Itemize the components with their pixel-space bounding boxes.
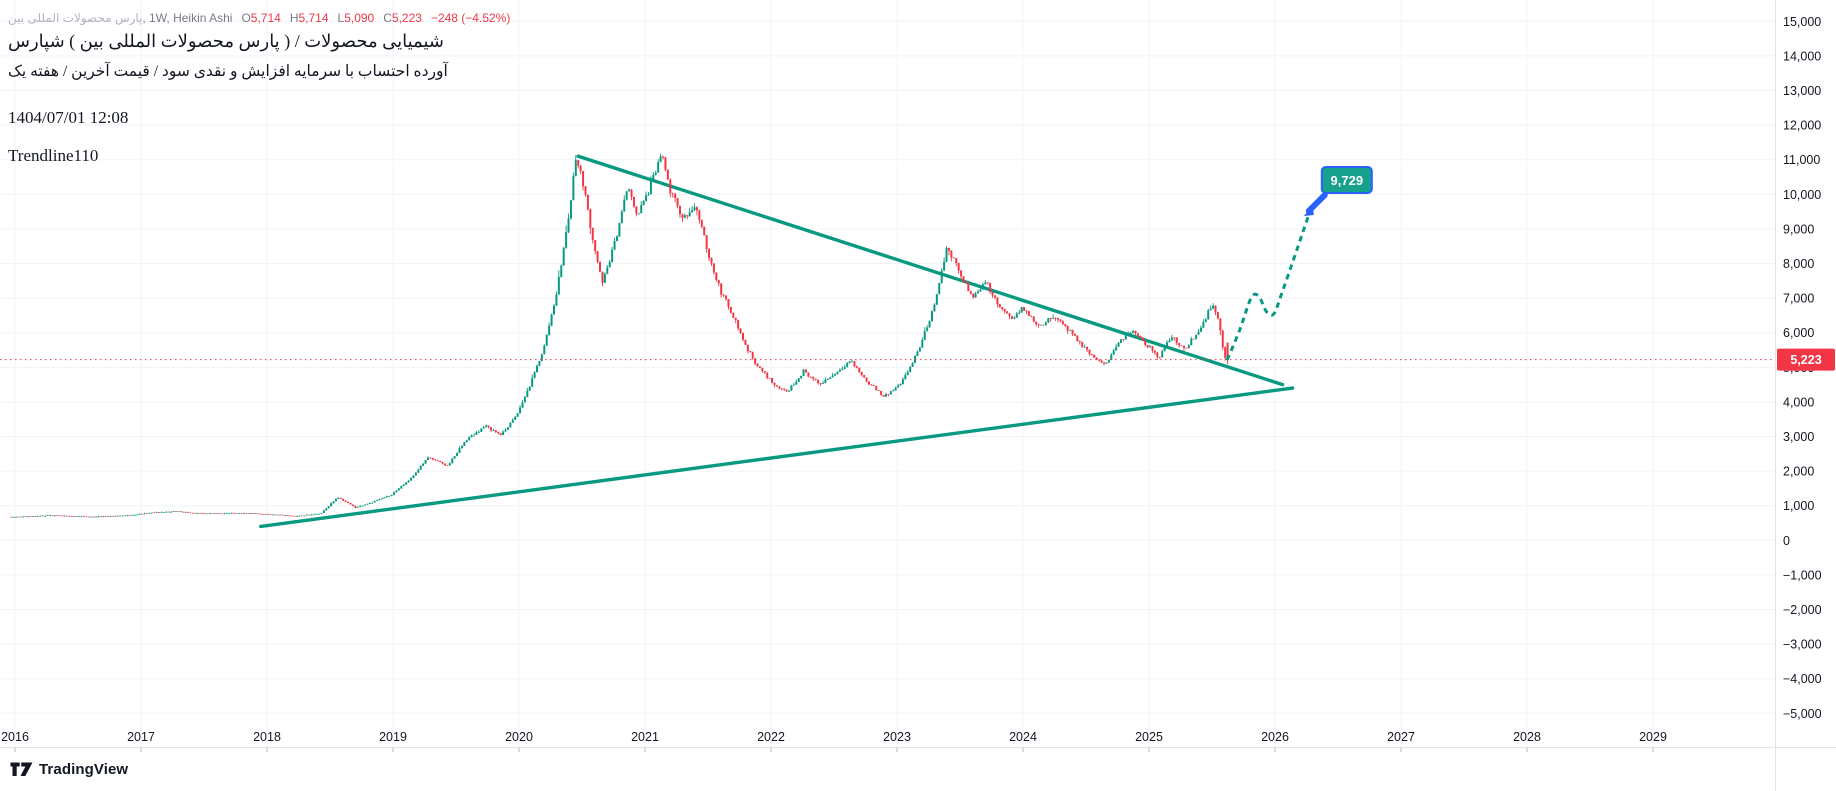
x-axis-label: 2022 — [757, 730, 785, 744]
projection-path[interactable] — [1225, 203, 1315, 361]
ohlc-key: L — [337, 11, 345, 25]
y-axis-label: 13,000 — [1783, 84, 1821, 98]
y-axis-label: 4,000 — [1783, 395, 1814, 409]
price-projection[interactable] — [1225, 203, 1315, 361]
ohlc-value: 5,714 — [298, 11, 329, 25]
y-axis-label: 12,000 — [1783, 119, 1821, 133]
y-axis-label: 1,000 — [1783, 499, 1814, 513]
trendline-ascending-support[interactable] — [259, 386, 1295, 529]
ohlc-values: O5,714 H5,714 L5,090 C5,223 — [232, 11, 422, 25]
ohlc-value: 5,714 — [250, 11, 281, 25]
change-value: −248 (−4.52%) — [430, 11, 511, 25]
x-axis-label: 2024 — [1009, 730, 1037, 744]
y-axis-label: 6,000 — [1783, 326, 1814, 340]
target-callout[interactable]: 9,729 — [1303, 165, 1373, 216]
x-axis-label: 2020 — [505, 730, 533, 744]
svg-text:5,223: 5,223 — [1790, 353, 1821, 367]
ohlc-value: 5,090 — [344, 11, 375, 25]
y-axis-label: 0 — [1783, 534, 1790, 548]
y-axis-label: 8,000 — [1783, 257, 1814, 271]
symbol-legend[interactable]: بین المللی محصولات پارس, 1W, Heikin Ashi… — [8, 11, 510, 25]
idea-datetime: 1404/07/01 12:08 — [8, 108, 129, 127]
y-axis-label: 2,000 — [1783, 465, 1814, 479]
x-axis-label: 2018 — [253, 730, 281, 744]
symbol-name: بین المللی محصولات پارس — [8, 11, 143, 25]
x-axis-label: 2025 — [1135, 730, 1163, 744]
tradingview-logo-icon — [10, 762, 33, 776]
x-axis-label: 2023 — [883, 730, 911, 744]
ohlc-key: C — [383, 11, 392, 25]
y-axis-label: 11,000 — [1783, 153, 1820, 167]
ohlc-value: 5,223 — [391, 11, 422, 25]
trendlines[interactable] — [259, 154, 1295, 529]
last-price-label: 5,223 — [1777, 348, 1835, 371]
target-callout-box[interactable] — [1320, 165, 1373, 194]
x-axis-label: 2027 — [1387, 730, 1415, 744]
x-axis-label: 2028 — [1513, 730, 1541, 744]
trendline-annotation: Trendline110 — [8, 146, 99, 165]
idea-title: شپارس ( بین المللی محصولات پارس ) / محصو… — [8, 31, 444, 51]
grid-lines — [0, 0, 1775, 747]
y-axis-label: 14,000 — [1783, 49, 1821, 63]
tradingview-logo[interactable]: TradingView — [10, 759, 128, 780]
time-scale[interactable]: 2016 2017 2018 2019 2020 2021 2022 2023 2024 2025… — [1, 730, 1667, 752]
y-axis-label: −4,000 — [1783, 672, 1822, 686]
ohlc-key: O — [241, 11, 251, 25]
x-axis-label: 2026 — [1261, 730, 1289, 744]
y-axis-label: 3,000 — [1783, 430, 1814, 444]
x-axis-label: 2016 — [1, 730, 29, 744]
x-axis-label: 2019 — [379, 730, 407, 744]
y-axis-label: −1,000 — [1783, 568, 1822, 582]
idea-subtitle: یک هفته / آخرین قیمت / سود نقدی و افزایش… — [8, 63, 448, 80]
y-axis-label: 7,000 — [1783, 292, 1814, 306]
ohlc-key: H — [289, 11, 299, 25]
candlesticks — [10, 153, 1229, 518]
target-callout-value: 9,729 — [1331, 173, 1364, 188]
y-axis-label: 9,000 — [1783, 222, 1814, 236]
interval-style-label: , 1W, Heikin Ashi — [142, 11, 233, 25]
y-axis-label: −3,000 — [1783, 638, 1822, 652]
trendline-descending-resistance[interactable] — [576, 154, 1285, 387]
y-axis-label: 10,000 — [1783, 188, 1821, 202]
x-axis-label: 2021 — [631, 730, 659, 744]
y-axis-label: −2,000 — [1783, 603, 1822, 617]
tradingview-logo-text: TradingView — [39, 761, 129, 778]
x-axis-label: 2017 — [127, 730, 155, 744]
y-axis-label: 15,000 — [1783, 15, 1821, 29]
y-axis-label: −5,000 — [1783, 707, 1822, 721]
x-axis-label: 2029 — [1639, 730, 1667, 744]
